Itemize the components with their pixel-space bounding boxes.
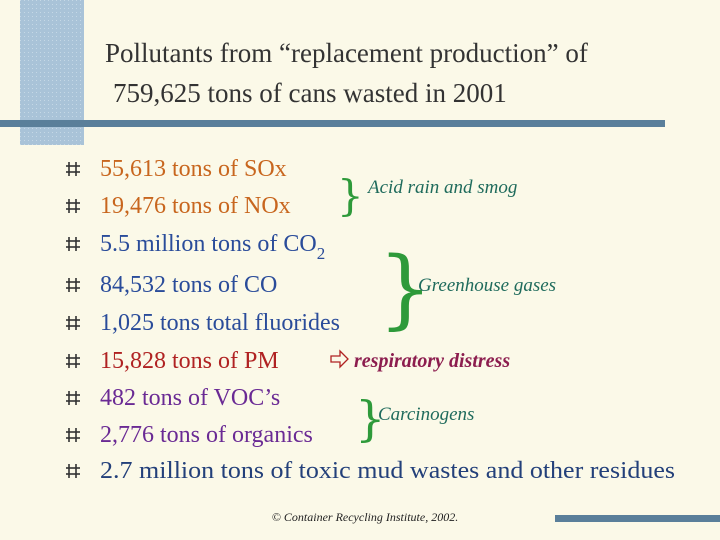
- bullet-text: 55,613 tons of SOx: [100, 156, 287, 182]
- group-label: Greenhouse gases: [418, 275, 556, 296]
- title-rule: [0, 120, 665, 127]
- arrow: [330, 349, 349, 369]
- footer-rule: [555, 515, 720, 522]
- bullet-text: 19,476 tons of NOx: [100, 193, 291, 219]
- bullet-text: 2,776 tons of organics: [100, 422, 313, 448]
- bullet: [65, 198, 81, 214]
- bullet: [65, 427, 81, 443]
- text: 5.5 million tons of CO: [100, 231, 317, 257]
- bullet-text: 2.7 million tons of toxic mud wastes and…: [100, 458, 675, 484]
- title-line: 759,625 tons of cans wasted in 2001: [113, 78, 507, 108]
- bullet-text: 1,025 tons total fluorides: [100, 310, 340, 336]
- bullet-text: 482 tons of VOC’s: [100, 385, 280, 411]
- bullet: [65, 236, 81, 252]
- bullet: [65, 315, 81, 331]
- bullet-text: 15,828 tons of PM: [100, 348, 279, 374]
- footer: © Container Recycling Institute, 2002.: [272, 510, 458, 524]
- bullet: [65, 463, 81, 479]
- title-line: Pollutants from “replacement production”…: [105, 38, 588, 68]
- bullet: [65, 277, 81, 293]
- bullet-text: 5.5 million tons of CO2: [100, 231, 325, 263]
- group-label: Carcinogens: [378, 404, 474, 425]
- bullet: [65, 353, 81, 369]
- bullet: [65, 390, 81, 406]
- brace: }: [337, 171, 364, 220]
- bullet: [65, 161, 81, 177]
- subscript: 2: [317, 244, 326, 263]
- bullet-markers: [65, 161, 81, 479]
- group-label: Acid rain and smog: [366, 177, 517, 198]
- brace: }: [355, 391, 386, 447]
- bullet-text: 84,532 tons of CO: [100, 272, 277, 298]
- bullet-note: respiratory distress: [354, 350, 510, 372]
- brace: }: [378, 239, 433, 339]
